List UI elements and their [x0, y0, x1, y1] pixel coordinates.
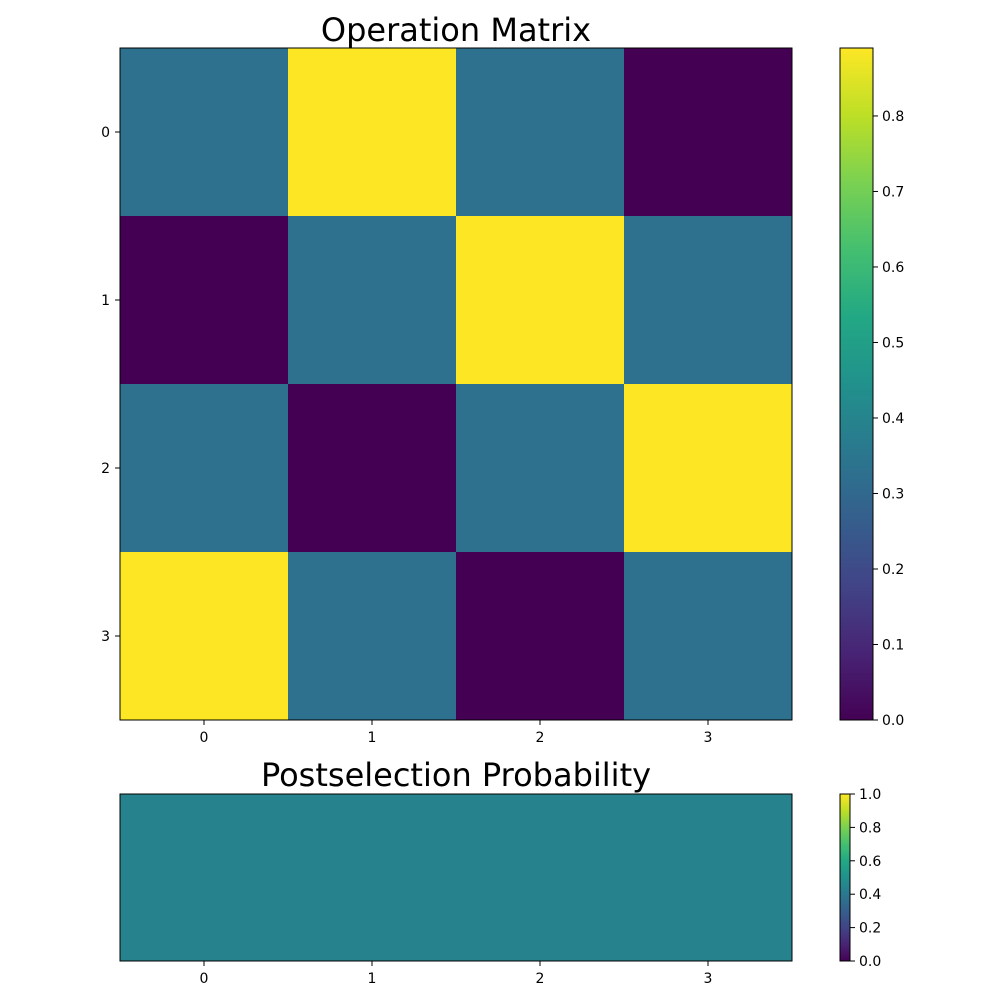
colorbar-tick-label: 0.4: [882, 411, 904, 427]
heatmap-cell: [624, 216, 793, 385]
operation-matrix-y-ticks: 0 1 2 3: [101, 125, 120, 645]
colorbar-tick-label: 0.7: [882, 184, 904, 200]
colorbar-tick-label: 0.4: [859, 887, 881, 903]
operation-matrix-x-ticks: 0 1 2 3: [200, 720, 713, 746]
heatmap-cell: [624, 794, 793, 962]
postselection-probability-x-ticks: 0 1 2 3: [200, 961, 713, 987]
colorbar-tick-label: 0.0: [882, 713, 904, 729]
postselection-probability-colorbar: [839, 793, 851, 962]
x-tick-label: 3: [704, 971, 713, 987]
heatmap-cell: [120, 216, 289, 385]
x-tick-label: 3: [704, 730, 713, 746]
heatmap-cell: [624, 48, 793, 217]
x-tick-label: 2: [536, 971, 545, 987]
heatmap-cell: [456, 384, 625, 553]
heatmap-cell: [456, 794, 625, 962]
heatmap-cell: [120, 48, 289, 217]
colorbar-tick-label: 0.2: [859, 921, 881, 937]
operation-matrix-frame: [119, 47, 793, 721]
operation-matrix-colorbar: [839, 47, 874, 721]
heatmap-cell: [288, 552, 457, 721]
heatmap-cell: [456, 216, 625, 385]
x-tick-label: 0: [200, 730, 209, 746]
x-tick-label: 1: [368, 730, 377, 746]
x-tick-label: 2: [536, 730, 545, 746]
operation-matrix-colorbar-ticks: 0.0 0.1 0.2 0.3 0.4 0.5 0.6 0.7 0.8: [873, 109, 904, 729]
colorbar-tick-label: 0.8: [882, 109, 904, 125]
colorbar-tick-label: 0.5: [882, 335, 904, 351]
postselection-probability-title: Postselection Probability: [261, 756, 651, 794]
heatmap-cell: [288, 384, 457, 553]
heatmap-cell: [288, 48, 457, 217]
x-tick-label: 1: [368, 971, 377, 987]
colorbar-tick-label: 1.0: [859, 787, 881, 803]
colorbar-tick-label: 0.2: [882, 562, 904, 578]
heatmap-cell: [624, 384, 793, 553]
x-tick-label: 0: [200, 971, 209, 987]
heatmap-cell: [456, 552, 625, 721]
postselection-probability-cells: [120, 794, 793, 962]
heatmap-cell: [624, 552, 793, 721]
colorbar-tick-label: 0.6: [882, 260, 904, 276]
y-tick-label: 1: [101, 293, 110, 309]
colorbar-tick-label: 0.0: [859, 954, 881, 970]
heatmap-cell: [456, 48, 625, 217]
postselection-probability-chart: Postselection Probability 0 1 2 3 0.0 0.2 0.4…: [119, 756, 881, 987]
y-tick-label: 0: [101, 125, 110, 141]
colorbar-tick-label: 0.6: [859, 854, 881, 870]
heatmap-cell: [120, 384, 289, 553]
y-tick-label: 3: [101, 629, 110, 645]
colorbar-tick-label: 0.8: [859, 820, 881, 836]
y-tick-label: 2: [101, 461, 110, 477]
operation-matrix-title: Operation Matrix: [321, 11, 591, 49]
postselection-probability-colorbar-ticks: 0.0 0.2 0.4 0.6 0.8 1.0: [850, 787, 881, 970]
heatmap-cell: [288, 216, 457, 385]
heatmap-cell: [120, 552, 289, 721]
colorbar-tick-label: 0.1: [882, 637, 904, 653]
colorbar-tick-label: 0.3: [882, 486, 904, 502]
postselection-probability-frame: [119, 793, 793, 962]
operation-matrix-cells: [120, 48, 793, 721]
heatmap-cell: [288, 794, 457, 962]
heatmap-cell: [120, 794, 289, 962]
